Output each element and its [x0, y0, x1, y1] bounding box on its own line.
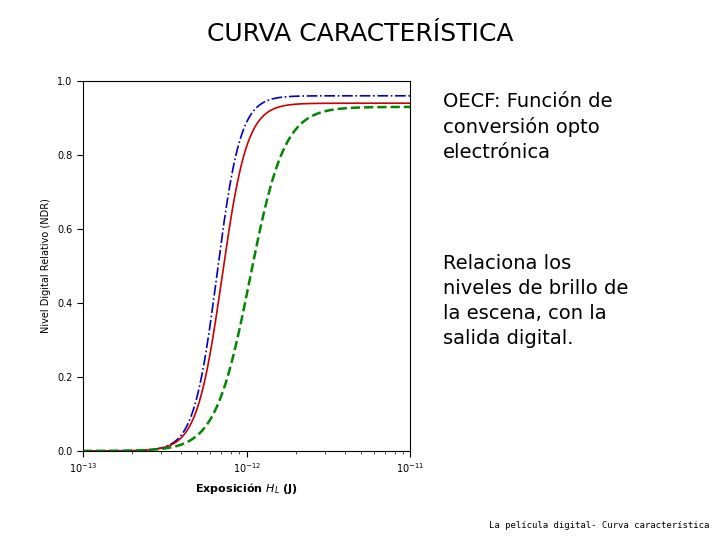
Text: La película digital- Curva característica: La película digital- Curva característic…	[489, 521, 709, 530]
Text: Relaciona los
niveles de brillo de
la escena, con la
salida digital.: Relaciona los niveles de brillo de la es…	[443, 254, 628, 348]
X-axis label: Exposición $H_L$ (J): Exposición $H_L$ (J)	[195, 481, 298, 496]
Y-axis label: Nivel Digital Relativo (NDR): Nivel Digital Relativo (NDR)	[42, 199, 51, 333]
Text: OECF: Función de
conversión opto
electrónica: OECF: Función de conversión opto electró…	[443, 92, 612, 162]
Text: CURVA CARACTERÍSTICA: CURVA CARACTERÍSTICA	[207, 22, 513, 45]
